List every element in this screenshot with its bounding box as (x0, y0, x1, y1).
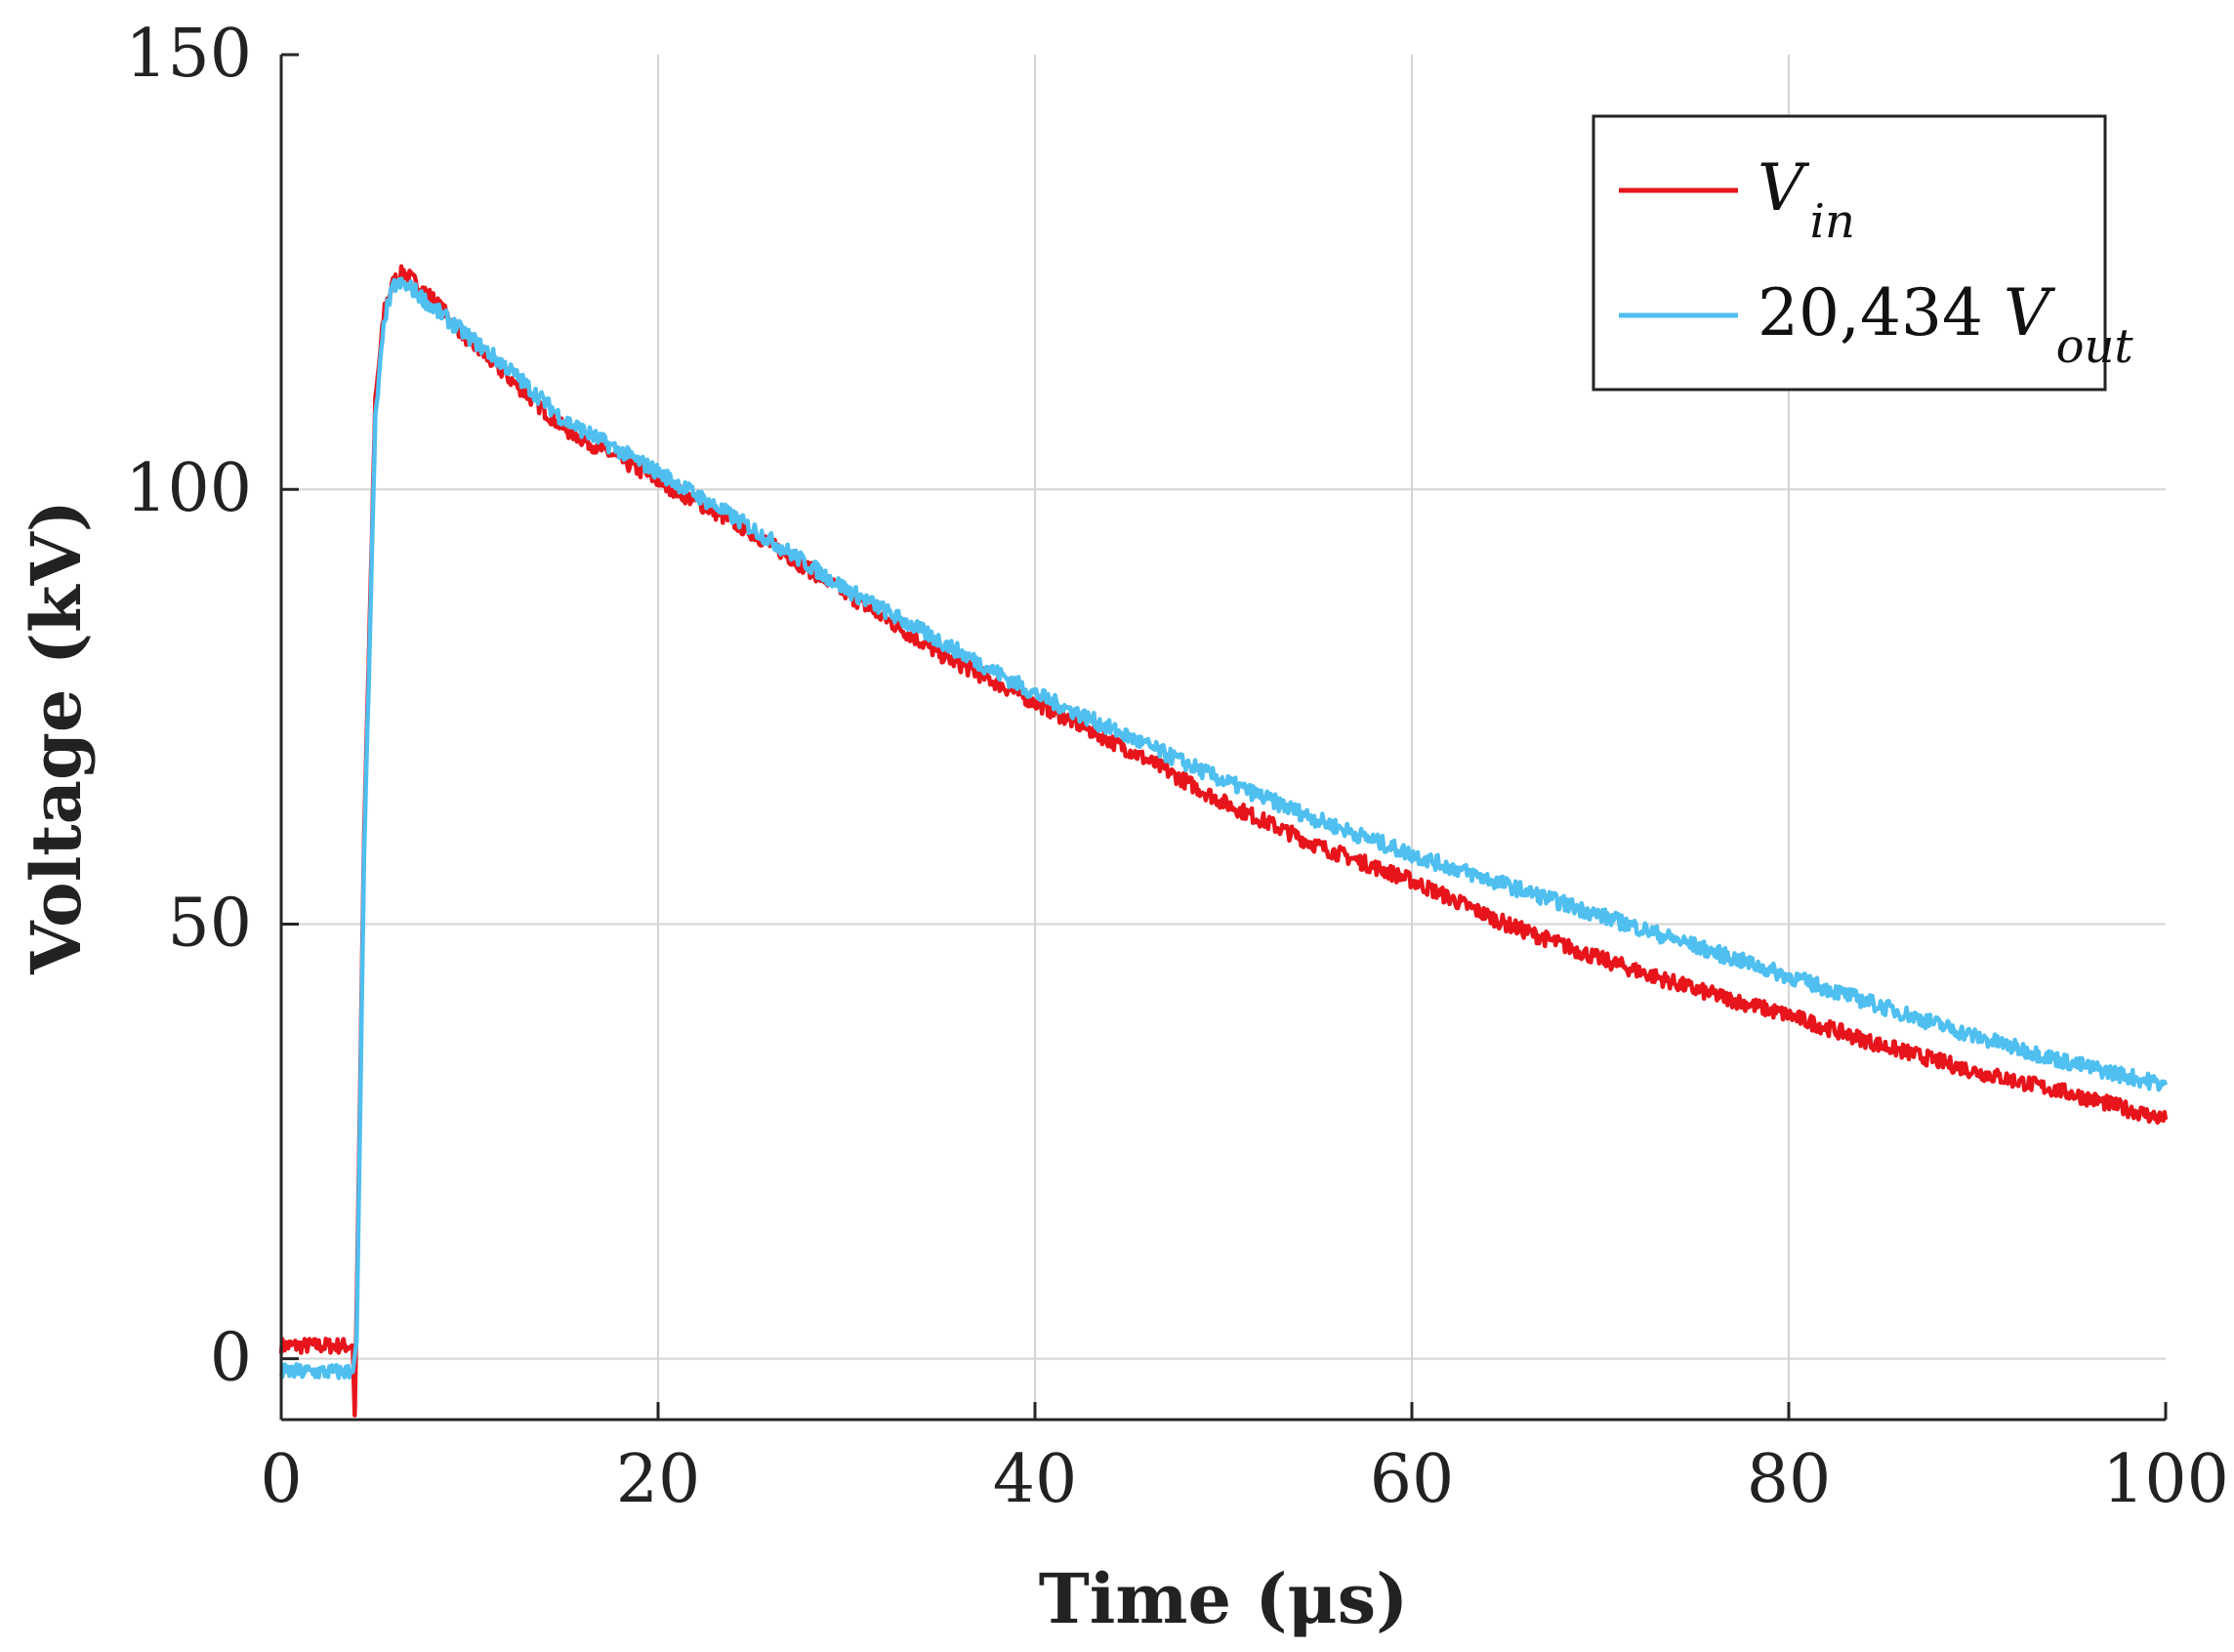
legend-box (1592, 114, 2107, 392)
x-tick-label-4: 80 (1747, 1441, 1832, 1518)
series-line-1 (278, 276, 2169, 1381)
y-tick-label-1: 50 (167, 885, 252, 962)
axes (279, 53, 2168, 1422)
x-tick-label-1: 20 (616, 1441, 701, 1518)
y-tick-label-2: 100 (125, 450, 252, 527)
series-line-0 (278, 264, 2169, 1418)
tick-labels: 0 20 40 60 80 100 0 50 100 150 (125, 16, 2229, 1518)
y-tick-label-3: 150 (125, 16, 252, 93)
x-axis-title: Time (μs) (1039, 1558, 1409, 1639)
series-layer (278, 264, 2169, 1418)
x-tick-label-5: 100 (2102, 1441, 2229, 1518)
x-tick-label-3: 60 (1370, 1441, 1455, 1518)
x-tick-label-2: 40 (993, 1441, 1078, 1518)
x-tick-label-0: 0 (260, 1441, 302, 1518)
y-axis-title: Voltage (kV) (16, 500, 97, 975)
y-tick-label-0: 0 (210, 1320, 252, 1397)
